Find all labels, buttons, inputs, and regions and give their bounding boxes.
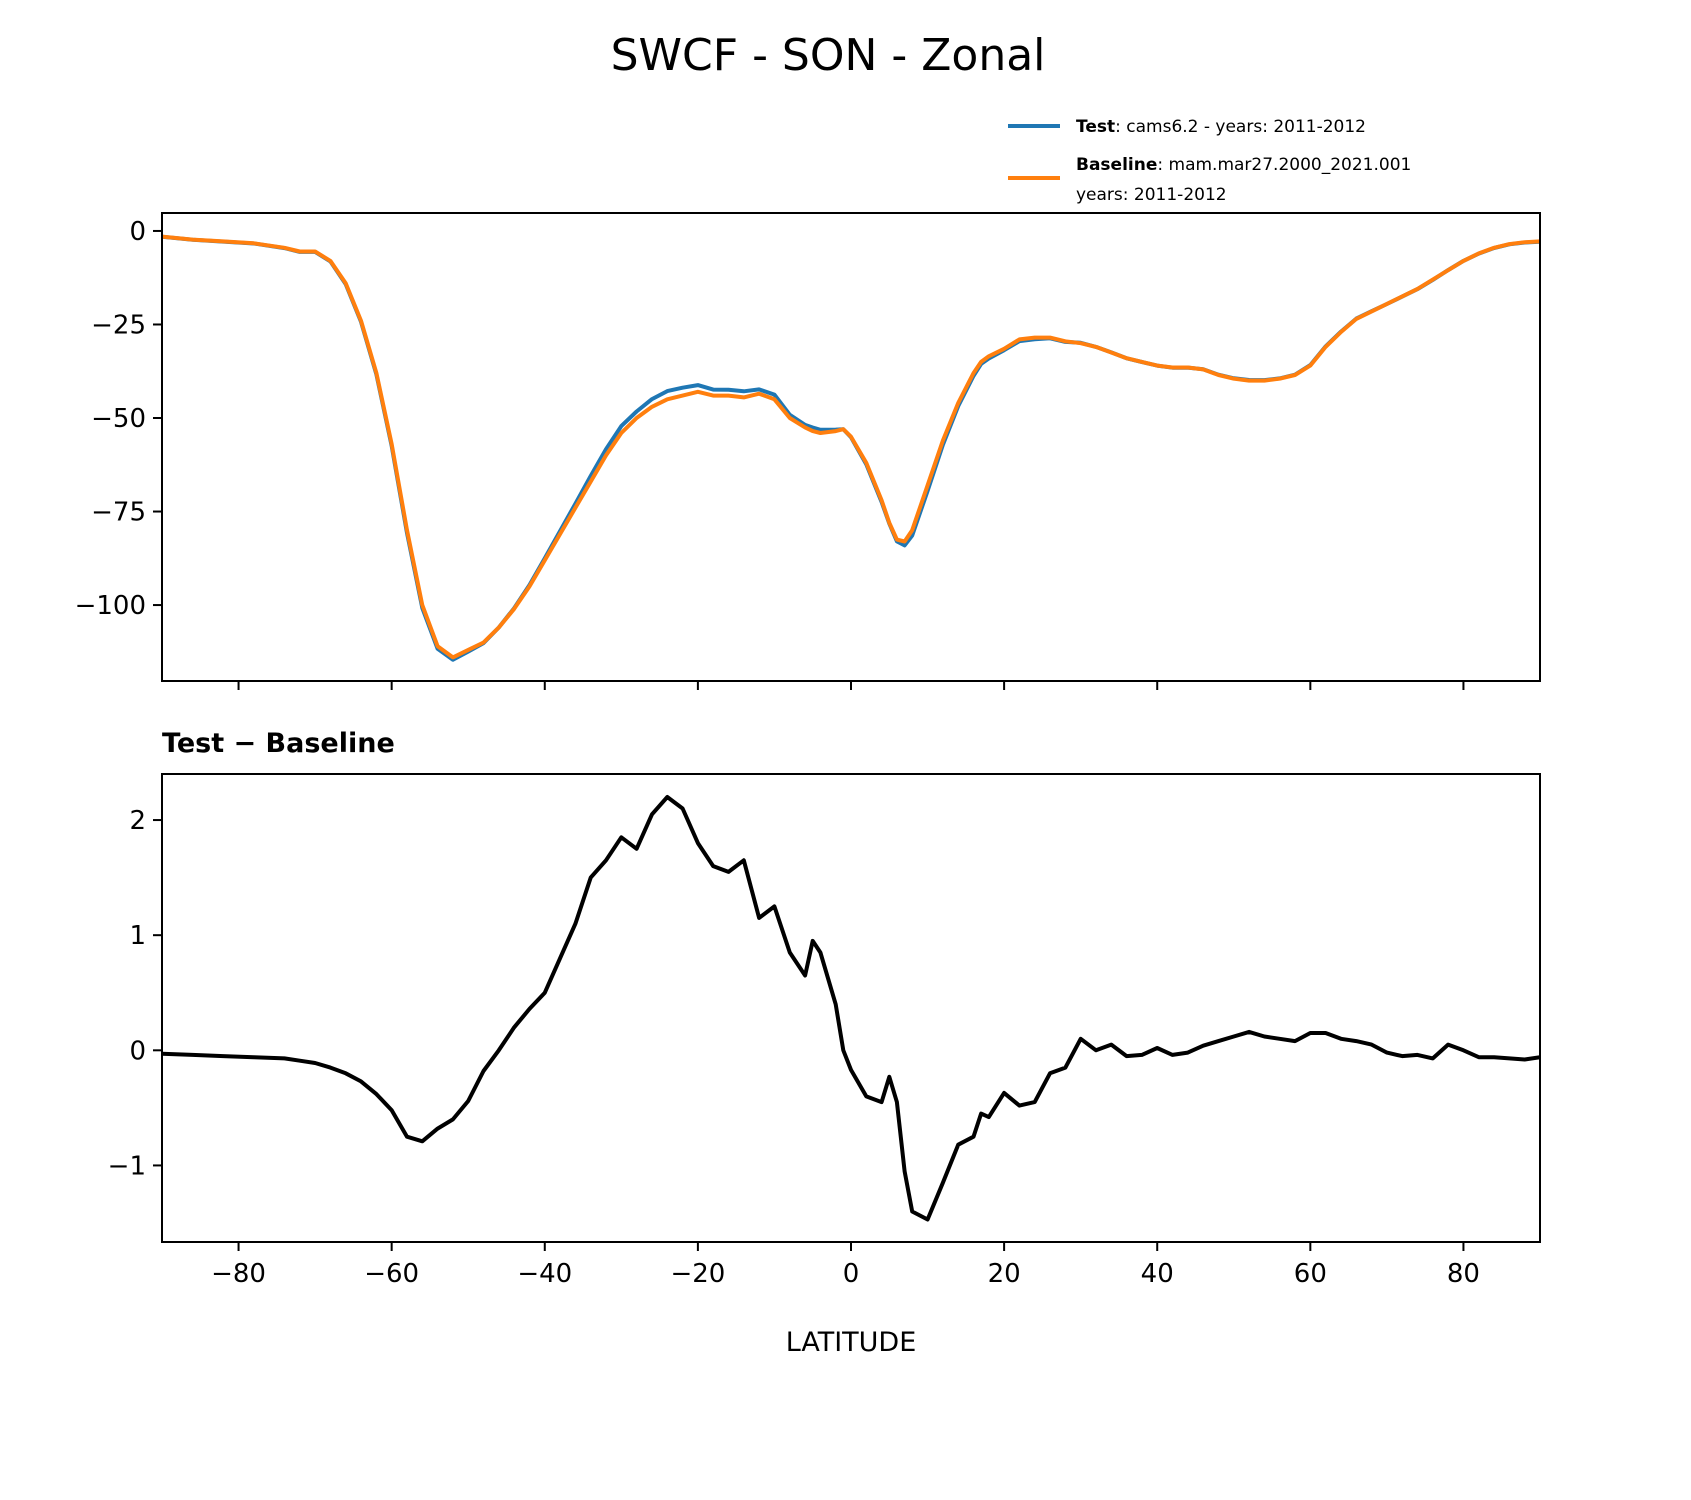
x-tick-label: 0 xyxy=(843,1259,860,1289)
y-tick-label: −25 xyxy=(91,310,146,340)
difference-title: Test − Baseline xyxy=(162,728,395,759)
y-tick-label: 1 xyxy=(129,921,146,951)
legend-test-text: : cams6.2 - years: 2011-2012 xyxy=(1115,117,1366,137)
x-tick-label: 20 xyxy=(988,1259,1021,1289)
series-line-baseline xyxy=(162,234,1540,660)
series-line-test xyxy=(162,234,1540,662)
axes-frame xyxy=(161,212,1541,682)
y-tick-label: −75 xyxy=(91,498,146,528)
legend-baseline-entry: Baseline: mam.mar27.2000_2021.001 xyxy=(1076,155,1411,175)
x-axis-label: LATITUDE xyxy=(786,1327,917,1358)
y-tick-label: 2 xyxy=(129,806,146,836)
legend-baseline-label: Baseline xyxy=(1076,155,1157,175)
difference-axes: Test − Baseline LATITUDE −80 −60 −40 −20 0 20… xyxy=(108,728,1541,1358)
legend-baseline-text2: years: 2011-2012 xyxy=(1076,185,1227,205)
legend: Test: cams6.2 - years: 2011-2012 Baselin… xyxy=(1008,117,1411,205)
top-axes: 0 −25 −50 −75 −100 xyxy=(75,212,1541,690)
y-tick-label: 0 xyxy=(129,217,146,247)
y-tick-label: 0 xyxy=(129,1036,146,1066)
y-tick-label: −100 xyxy=(75,591,146,621)
figure-title: SWCF - SON - Zonal xyxy=(611,30,1046,81)
x-tick-label: −20 xyxy=(670,1259,725,1289)
x-tick-label: 40 xyxy=(1141,1259,1174,1289)
legend-test-label: Test xyxy=(1076,117,1115,137)
x-tick-label: −40 xyxy=(517,1259,572,1289)
legend-baseline-text: : mam.mar27.2000_2021.001 xyxy=(1157,155,1411,175)
legend-test-entry: Test: cams6.2 - years: 2011-2012 xyxy=(1076,117,1366,137)
x-tick-label: 80 xyxy=(1447,1259,1480,1289)
series-line-difference xyxy=(162,795,1540,1222)
x-tick-label: 60 xyxy=(1294,1259,1327,1289)
x-tick-label: −60 xyxy=(364,1259,419,1289)
y-tick-label: −50 xyxy=(91,404,146,434)
x-tick-label: −80 xyxy=(211,1259,266,1289)
y-tick-label: −1 xyxy=(108,1151,146,1181)
axes-frame xyxy=(161,773,1541,1243)
